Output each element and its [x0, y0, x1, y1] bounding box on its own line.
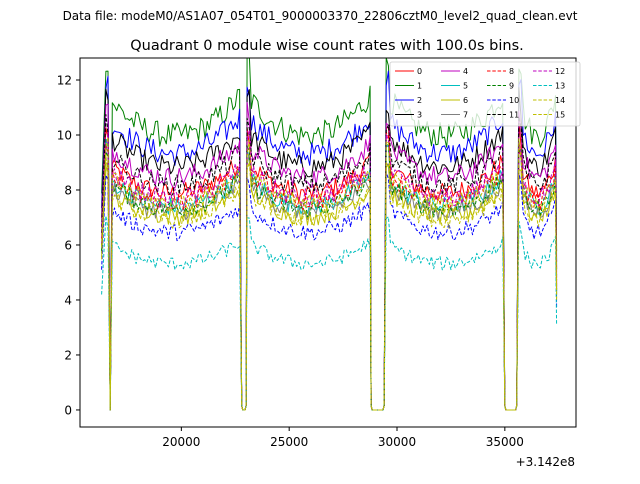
legend-label-13: 13	[555, 82, 565, 91]
legend-label-1: 1	[417, 82, 422, 91]
series-line-2	[101, 70, 558, 411]
series-line-11	[101, 114, 558, 411]
series-group	[101, 58, 558, 411]
axes-frame	[79, 57, 577, 428]
series-line-12	[101, 129, 558, 411]
legend-label-5: 5	[463, 82, 468, 91]
legend-label-8: 8	[509, 67, 514, 76]
legend-label-9: 9	[509, 82, 514, 91]
series-line-3	[101, 87, 558, 411]
y-tick-label: 10	[57, 128, 72, 142]
legend-label-15: 15	[555, 111, 565, 120]
series-line-10	[101, 171, 558, 411]
x-tick-label: 30000	[378, 435, 416, 449]
series-line-15	[101, 136, 558, 411]
x-tick-label: 35000	[486, 435, 524, 449]
series-line-13	[101, 215, 558, 411]
y-tick-label: 8	[64, 183, 72, 197]
legend-label-2: 2	[417, 96, 422, 105]
plot-area	[101, 58, 558, 411]
series-line-4	[101, 101, 558, 411]
y-tick-label: 6	[64, 238, 72, 252]
x-offset-label: +3.142e8	[516, 455, 575, 469]
legend-label-3: 3	[417, 111, 422, 120]
suptitle: Data file: modeM0/AS1A07_054T01_90000033…	[62, 9, 578, 23]
legend-box	[389, 61, 581, 127]
legend-label-12: 12	[555, 67, 565, 76]
y-tick-label: 0	[64, 403, 72, 417]
x-tick-label: 25000	[270, 435, 308, 449]
legend-label-11: 11	[509, 111, 519, 120]
legend-label-7: 7	[463, 111, 468, 120]
y-tick-label: 4	[64, 293, 72, 307]
legend-label-10: 10	[509, 96, 519, 105]
legend-label-14: 14	[555, 96, 565, 105]
legend-label-6: 6	[463, 96, 468, 105]
legend-label-0: 0	[417, 67, 422, 76]
series-line-0	[101, 119, 558, 411]
x-tick-label: 20000	[162, 435, 200, 449]
y-tick-label: 2	[64, 348, 72, 362]
chart-title: Quadrant 0 module wise count rates with …	[130, 38, 524, 54]
series-line-14	[101, 154, 558, 411]
series-line-8	[101, 131, 558, 411]
legend-label-4: 4	[463, 67, 468, 76]
y-tick-label: 12	[57, 73, 72, 87]
